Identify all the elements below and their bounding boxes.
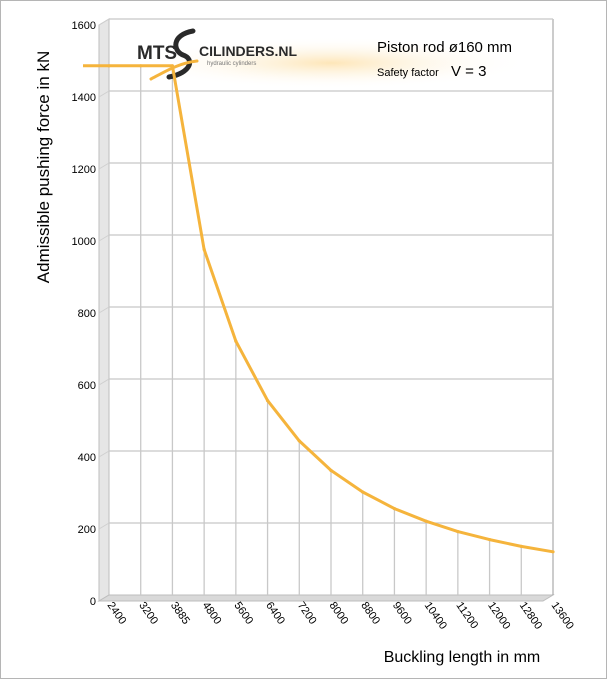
data-point <box>456 530 460 534</box>
y-gridline-side <box>98 450 110 458</box>
y-tick-label: 600 <box>78 380 96 392</box>
y-tick-label: 200 <box>78 524 96 536</box>
data-point <box>139 64 143 68</box>
x-tick-label: 8000 <box>327 600 351 627</box>
plot-floor <box>97 594 555 602</box>
data-point <box>392 507 397 511</box>
x-tick-label: 4800 <box>200 600 224 627</box>
data-point <box>551 550 555 554</box>
x-tick-label: 5600 <box>231 600 255 627</box>
data-point <box>170 64 175 68</box>
logo-tagline: hydraulic cylinders <box>207 61 256 67</box>
x-tick-label: 9600 <box>390 600 414 627</box>
y-gridline-side <box>98 522 110 530</box>
y-tick-label: 1000 <box>72 236 96 248</box>
data-point <box>297 439 301 443</box>
x-tick-label: 12800 <box>517 600 544 632</box>
data-point <box>424 519 428 523</box>
data-point <box>519 544 523 549</box>
x-tick-label: 12000 <box>485 600 512 632</box>
x-tick-label: 10400 <box>422 600 449 632</box>
y-gridline-side <box>98 18 110 26</box>
x-tick-label: 7200 <box>295 600 319 627</box>
series-line <box>83 64 554 554</box>
plot-area <box>97 18 555 602</box>
data-point <box>202 247 206 251</box>
x-gridlines <box>140 65 522 595</box>
y-axis-label: Admissible pushing force in kN <box>34 51 53 283</box>
data-point <box>487 537 492 542</box>
logo: MTS CILINDERS.NL hydraulic cylinders <box>137 28 297 81</box>
y-gridline-side <box>98 306 110 314</box>
x-tick-label: 8800 <box>358 600 382 627</box>
y-axis-ticks: 0 200 400 600 800 1000 1200 1400 1600 <box>72 20 96 608</box>
x-tick-label: 3885 <box>168 600 192 627</box>
series-layer <box>83 64 555 554</box>
x-tick-label: 6400 <box>263 600 287 627</box>
y-tick-label: 1400 <box>72 92 96 104</box>
y-gridline-side <box>98 90 110 98</box>
y-tick-label: 1200 <box>72 164 96 176</box>
y-gridline-side <box>98 234 110 242</box>
data-point <box>265 399 270 403</box>
y-gridline-side <box>98 378 110 386</box>
chart-subtitle-value: V = 3 <box>451 63 486 80</box>
x-tick-label: 2400 <box>105 600 129 627</box>
chart-subtitle-prefix: Safety factor <box>377 67 439 79</box>
data-point <box>329 468 333 473</box>
y-tick-label: 800 <box>78 308 96 320</box>
x-axis-ticks: 2400 3200 3885 4800 5600 6400 7200 8000 8800 9600… <box>105 600 576 632</box>
data-point <box>234 339 238 343</box>
x-tick-label: 13600 <box>549 600 576 632</box>
x-tick-label: 3200 <box>136 600 160 627</box>
y-tick-label: 0 <box>90 596 96 608</box>
chart-title: Piston rod ø160 mm <box>377 39 512 56</box>
y-tick-label: 1600 <box>72 20 96 32</box>
x-axis-label: Buckling length in mm <box>384 649 541 666</box>
logo-cylinders-text: CILINDERS.NL <box>199 43 297 59</box>
data-point <box>361 490 365 494</box>
x-tick-label: 11200 <box>453 600 480 631</box>
y-gridline-side <box>98 162 110 170</box>
logo-watermark-glow <box>131 37 531 89</box>
data-point <box>107 64 111 68</box>
logo-mts-text: MTS <box>137 43 177 64</box>
y-tick-label: 400 <box>78 452 96 464</box>
